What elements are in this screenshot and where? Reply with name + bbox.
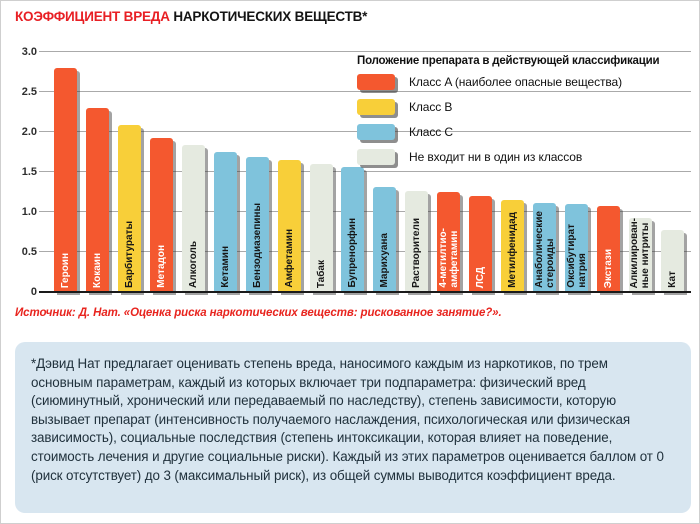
chart-bar: ЛСД xyxy=(469,196,493,292)
page-title-highlight: КОЭФФИЦИЕНТ ВРЕДА xyxy=(15,9,170,24)
chart-bar: Метилфенидад xyxy=(501,200,525,292)
bar-label: Растворители xyxy=(411,218,423,288)
bar-label: Табак xyxy=(315,259,327,288)
chart-legend: Положение препарата в действующей класси… xyxy=(357,55,695,174)
chart-bar: Кокаин xyxy=(85,108,109,292)
bar-label: Бензодиазепины xyxy=(251,203,263,288)
bar-label: Марихуана xyxy=(379,233,391,288)
bar-label: Барбитураты xyxy=(123,221,135,288)
footnote-text: *Дэвид Нат предлагает оценивать степень … xyxy=(31,356,664,483)
y-tick-label: 1.5 xyxy=(21,166,37,178)
chart-bar: Бупренорфин xyxy=(341,167,365,292)
legend-item: Класс A (наиболее опасные вещества) xyxy=(357,74,695,90)
bar-label: Метилфенидад xyxy=(507,212,519,288)
bar-label: ЛСД xyxy=(475,266,487,288)
gridline xyxy=(39,251,691,252)
chart-bar: Марихуана xyxy=(373,187,397,292)
page-title: КОЭФФИЦИЕНТ ВРЕДА НАРКОТИЧЕСКИХ ВЕЩЕСТВ* xyxy=(15,9,367,24)
bar-label: Бупренорфин xyxy=(347,218,359,288)
chart-bar: Кат xyxy=(660,229,684,292)
legend-label: Класс C xyxy=(409,125,453,139)
chart-bar: Кетамин xyxy=(213,152,237,292)
y-tick-label: 1.0 xyxy=(21,206,37,218)
bar-chart-plot: Героин Кокаин Барбитураты Метадон Алкоголь Ке… xyxy=(39,51,691,293)
bar-label: Героин xyxy=(60,252,71,288)
legend-items: Класс A (наиболее опасные вещества) Класс… xyxy=(357,74,695,165)
bar-label: Экстази xyxy=(602,248,614,288)
y-tick-label: 2.0 xyxy=(21,126,37,138)
chart-bar: Бензодиазепины xyxy=(245,156,269,292)
page-title-rest: НАРКОТИЧЕСКИХ ВЕЩЕСТВ* xyxy=(169,9,368,24)
bar-label: Анаболические стероиды xyxy=(533,211,556,288)
chart-bar: Амфетамин xyxy=(277,160,301,292)
chart-bar: Метадон xyxy=(149,138,173,292)
x-axis-line xyxy=(39,291,691,293)
y-tick-label: 3.0 xyxy=(21,46,37,58)
y-tick-label: 0 xyxy=(30,286,37,298)
legend-title: Положение препарата в действующей класси… xyxy=(357,55,660,67)
source-note: Источник: Д. Нат. «Оценка риска наркотич… xyxy=(15,307,502,319)
gridline xyxy=(39,51,691,52)
bar-label: 4-метилтио- амфетамин xyxy=(437,228,460,288)
gridline xyxy=(39,211,691,212)
bar-label: Оксибутират натрия xyxy=(565,224,588,288)
y-tick-label: 2.5 xyxy=(21,86,37,98)
legend-item: Класс C xyxy=(357,124,695,140)
chart-bar: Алкилирован- ные нитриты xyxy=(628,217,652,292)
gridline xyxy=(39,171,691,172)
legend-item: Не входит ни в один из классов xyxy=(357,149,695,165)
bar-label: Кокаин xyxy=(91,253,103,288)
legend-swatch xyxy=(357,124,395,140)
bar-label: Метадон xyxy=(155,245,167,288)
chart-bar: Героин xyxy=(54,68,77,292)
y-tick-label: 0.5 xyxy=(21,246,37,258)
legend-item: Класс B xyxy=(357,99,695,115)
chart-bar: Экстази xyxy=(596,206,620,292)
bar-label: Алкоголь xyxy=(187,241,199,288)
chart-bar: Барбитураты xyxy=(117,124,141,292)
footnote-box: *Дэвид Нат предлагает оценивать степень … xyxy=(15,342,691,513)
bars-container: Героин Кокаин Барбитураты Метадон Алкоголь Ке… xyxy=(47,52,691,292)
chart-bar: Растворители xyxy=(405,191,429,292)
chart-bar: Анаболические стероиды xyxy=(533,203,557,292)
legend-swatch xyxy=(357,99,395,115)
bar-label: Амфетамин xyxy=(283,229,295,288)
bar-label: Кат xyxy=(666,271,678,288)
legend-swatch xyxy=(357,74,395,90)
chart-bar: 4-метилтио- амфетамин xyxy=(437,192,461,292)
bar-label: Кетамин xyxy=(219,246,231,288)
chart-bar: Оксибутират натрия xyxy=(565,204,588,292)
legend-label: Класс A (наиболее опасные вещества) xyxy=(409,75,622,89)
legend-label: Класс B xyxy=(409,100,453,114)
chart-bar: Табак xyxy=(309,164,333,292)
legend-label: Не входит ни в один из классов xyxy=(409,150,583,164)
chart-bar: Алкоголь xyxy=(181,144,205,292)
bar-label: Алкилирован- ные нитриты xyxy=(629,217,652,288)
legend-swatch xyxy=(357,149,395,165)
gridline xyxy=(39,91,691,92)
